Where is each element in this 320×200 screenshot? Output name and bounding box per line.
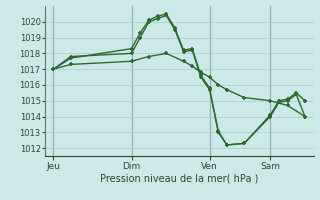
X-axis label: Pression niveau de la mer( hPa ): Pression niveau de la mer( hPa )	[100, 173, 258, 183]
